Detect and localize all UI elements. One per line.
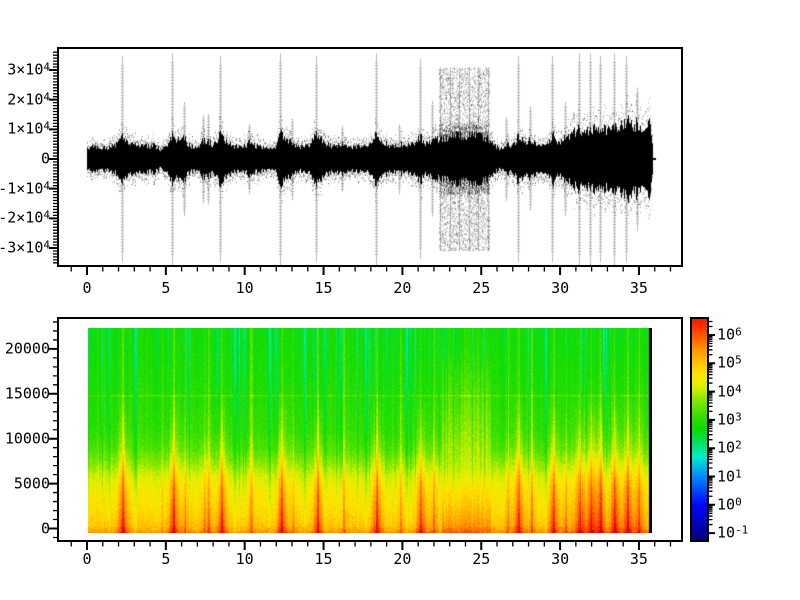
spectrogram-x-tick-label: 5 [161,550,171,568]
waveform-trace [59,49,681,265]
colorbar-tick-label: 10-1 [717,523,749,542]
waveform-y-tick-label: 2×104 [7,90,50,109]
waveform-y-tick-label: 3×104 [7,60,50,79]
spectrogram-x-tick-label: 35 [629,550,648,568]
spectrogram-y-tick-label: 15000 [4,384,50,403]
waveform-x-tick-label: 30 [551,279,570,297]
waveform-x-tick-label: 35 [629,279,648,297]
colorbar [690,317,709,542]
spectrogram-y-tick-label: 10000 [4,429,50,448]
colorbar-gradient [692,319,707,540]
waveform-y-tick-label: -2×104 [0,208,50,227]
spectrogram-image [88,328,652,533]
colorbar-tick-label: 100 [717,495,742,514]
waveform-x-tick-label: 5 [161,279,171,297]
spectrogram-x-tick-label: 0 [82,550,92,568]
colorbar-tick-label: 103 [717,410,742,429]
waveform-x-tick-label: 0 [82,279,92,297]
waveform-plot-area [57,47,683,267]
colorbar-tick-label: 102 [717,438,742,457]
waveform-x-tick-label: 25 [472,279,491,297]
spectrogram-x-tick-label: 10 [235,550,254,568]
spectrogram-y-tick-label: 5000 [13,474,50,493]
spectrogram-x-tick-label: 15 [314,550,333,568]
waveform-y-tick-label: 0 [40,149,50,168]
colorbar-tick-label: 101 [717,467,742,485]
spectrogram-x-tick-label: 30 [551,550,570,568]
waveform-x-tick-label: 15 [314,279,333,297]
spectrogram-y-tick-label: 20000 [4,339,50,358]
waveform-y-tick-label: -1×104 [0,179,50,198]
waveform-x-tick-label: 10 [235,279,254,297]
colorbar-tick-label: 105 [717,353,742,372]
waveform-x-tick-label: 20 [393,279,412,297]
spectrogram-x-tick-label: 20 [393,550,412,568]
spectrogram-y-tick-label: 0 [40,519,50,537]
waveform-y-tick-label: 1×104 [7,119,50,138]
waveform-y-tick-label: -3×104 [0,238,50,257]
colorbar-tick-label: 106 [717,325,742,344]
colorbar-tick-label: 104 [717,382,742,401]
spectrogram-plot-area [57,317,683,542]
spectrogram-x-tick-label: 25 [472,550,491,568]
